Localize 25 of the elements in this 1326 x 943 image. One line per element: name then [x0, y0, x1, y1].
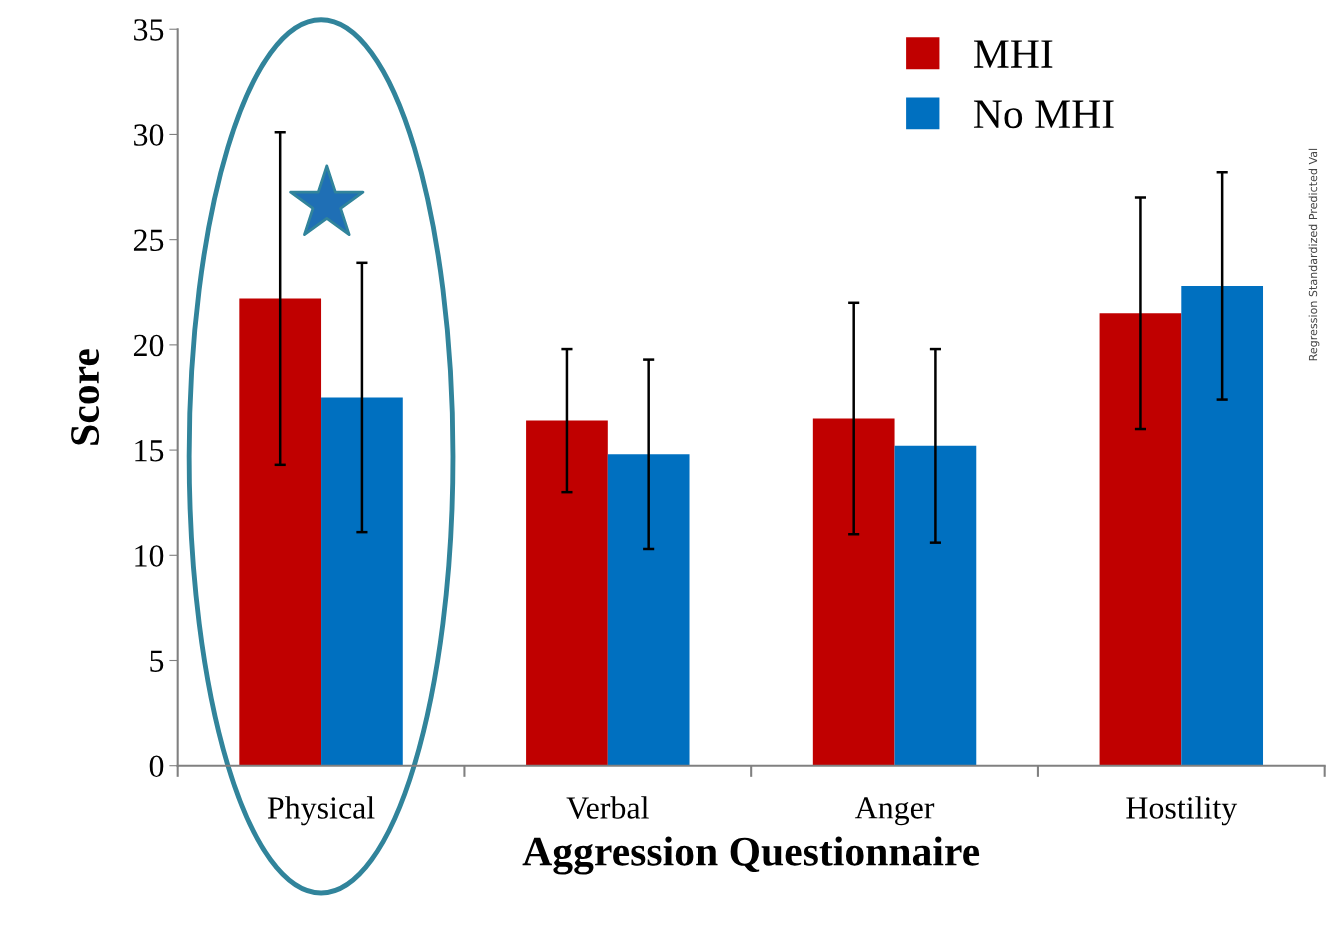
- bar: [812, 418, 895, 766]
- bar: [526, 420, 608, 766]
- bar: [239, 298, 322, 766]
- y-tick-label: 30: [134, 124, 164, 146]
- bar: [1099, 313, 1182, 766]
- y-tick-label: 10: [135, 545, 164, 567]
- x-tick-label: Hostility: [1126, 796, 1238, 826]
- bar: [894, 445, 977, 766]
- y-tick-label: 5: [150, 650, 164, 672]
- y-tick-label: 20: [133, 334, 164, 357]
- y-tick-label: 25: [133, 229, 164, 252]
- legend-label: MHI: [973, 40, 1053, 68]
- x-tick-label: Anger: [854, 797, 935, 826]
- x-tick-label: Physical: [267, 796, 375, 826]
- y-tick-label: 15: [135, 440, 164, 462]
- y-axis-title: Score: [71, 349, 100, 445]
- bar: [321, 397, 403, 766]
- x-tick-label: Verbal: [566, 796, 649, 819]
- y-tick-label: 35: [134, 19, 164, 41]
- legend-label: No MHI: [973, 100, 1114, 129]
- x-axis-title: Aggression Questionnaire: [522, 836, 980, 875]
- y-tick-label: 0: [149, 755, 164, 778]
- bar: [607, 454, 690, 766]
- annotation: Regression Standardized Predicted Val: [1308, 148, 1320, 361]
- bar: [1181, 285, 1264, 766]
